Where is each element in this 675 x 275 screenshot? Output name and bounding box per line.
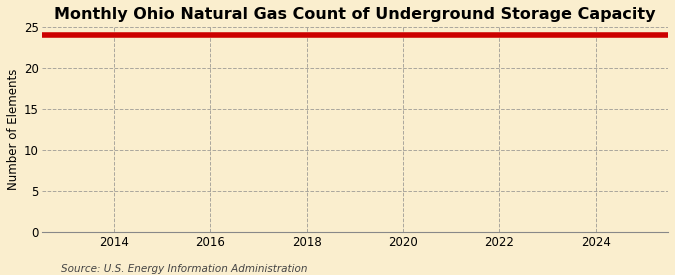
Text: Source: U.S. Energy Information Administration: Source: U.S. Energy Information Administ… [61, 264, 307, 274]
Y-axis label: Number of Elements: Number of Elements [7, 69, 20, 190]
Title: Monthly Ohio Natural Gas Count of Underground Storage Capacity: Monthly Ohio Natural Gas Count of Underg… [54, 7, 655, 22]
